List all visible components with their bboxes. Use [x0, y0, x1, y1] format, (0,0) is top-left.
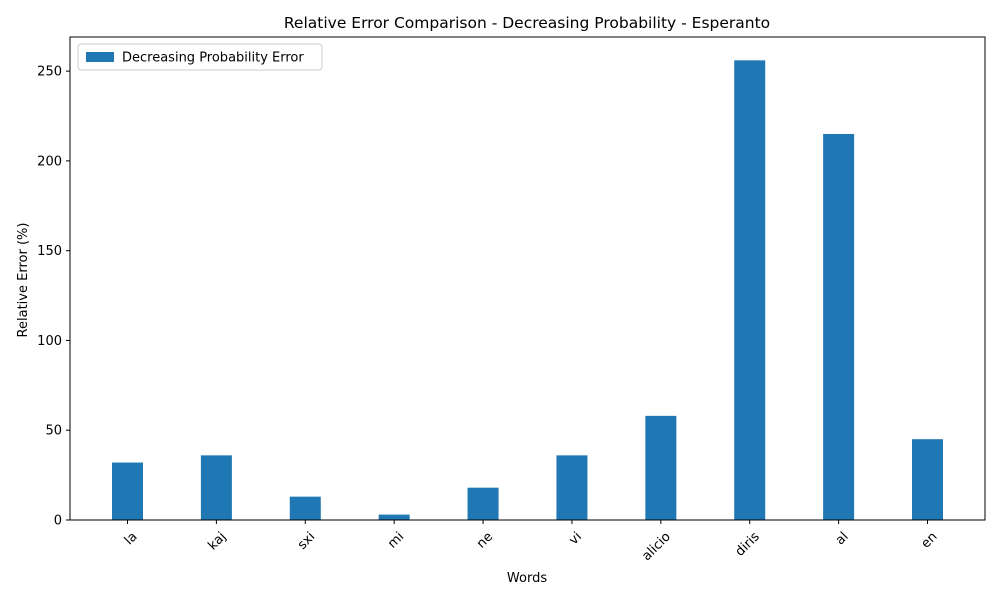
- bar-vi: [556, 455, 588, 520]
- y-tick-label: 50: [45, 424, 62, 439]
- bar-alicio: [645, 415, 677, 520]
- x-tick-label: al: [833, 529, 852, 548]
- legend-label: Decreasing Probability Error: [122, 51, 304, 66]
- x-axis-label: Words: [507, 571, 547, 586]
- y-tick-label: 150: [37, 244, 62, 259]
- legend: Decreasing Probability Error: [77, 43, 323, 71]
- bar-diris: [734, 60, 766, 521]
- x-tick-label: vi: [566, 529, 585, 548]
- x-tick-label: en: [918, 529, 940, 551]
- legend-box: [77, 43, 323, 71]
- y-axis-label: Relative Error (%): [16, 223, 31, 338]
- y-tick-label: 250: [37, 65, 62, 80]
- y-tick-label: 200: [37, 154, 62, 169]
- plot-frame: [69, 36, 986, 521]
- bar-kaj: [200, 455, 232, 520]
- bar-la: [112, 462, 143, 520]
- y-tick-label: 0: [54, 514, 62, 529]
- x-tick-label: sxi: [295, 529, 318, 552]
- bar-en: [912, 439, 943, 520]
- x-tick-label: kaj: [205, 529, 229, 553]
- y-tick-label: 100: [37, 334, 62, 349]
- x-tick-label: alicio: [639, 529, 674, 564]
- x-tick-label: diris: [733, 529, 763, 559]
- bar-sxi: [289, 496, 321, 520]
- legend-swatch: [86, 52, 114, 62]
- chart-title: Relative Error Comparison - Decreasing P…: [284, 14, 770, 32]
- x-tick-label: ne: [474, 529, 496, 551]
- bar-mi: [378, 514, 410, 520]
- x-tick-label: la: [122, 529, 141, 548]
- plot-area: 0 50 100 150 200 250 la kaj sxi mi ne vi alicio diris…: [37, 36, 986, 564]
- bar-al: [823, 133, 855, 520]
- x-tick-label: mi: [385, 529, 407, 551]
- bar-ne: [467, 487, 499, 520]
